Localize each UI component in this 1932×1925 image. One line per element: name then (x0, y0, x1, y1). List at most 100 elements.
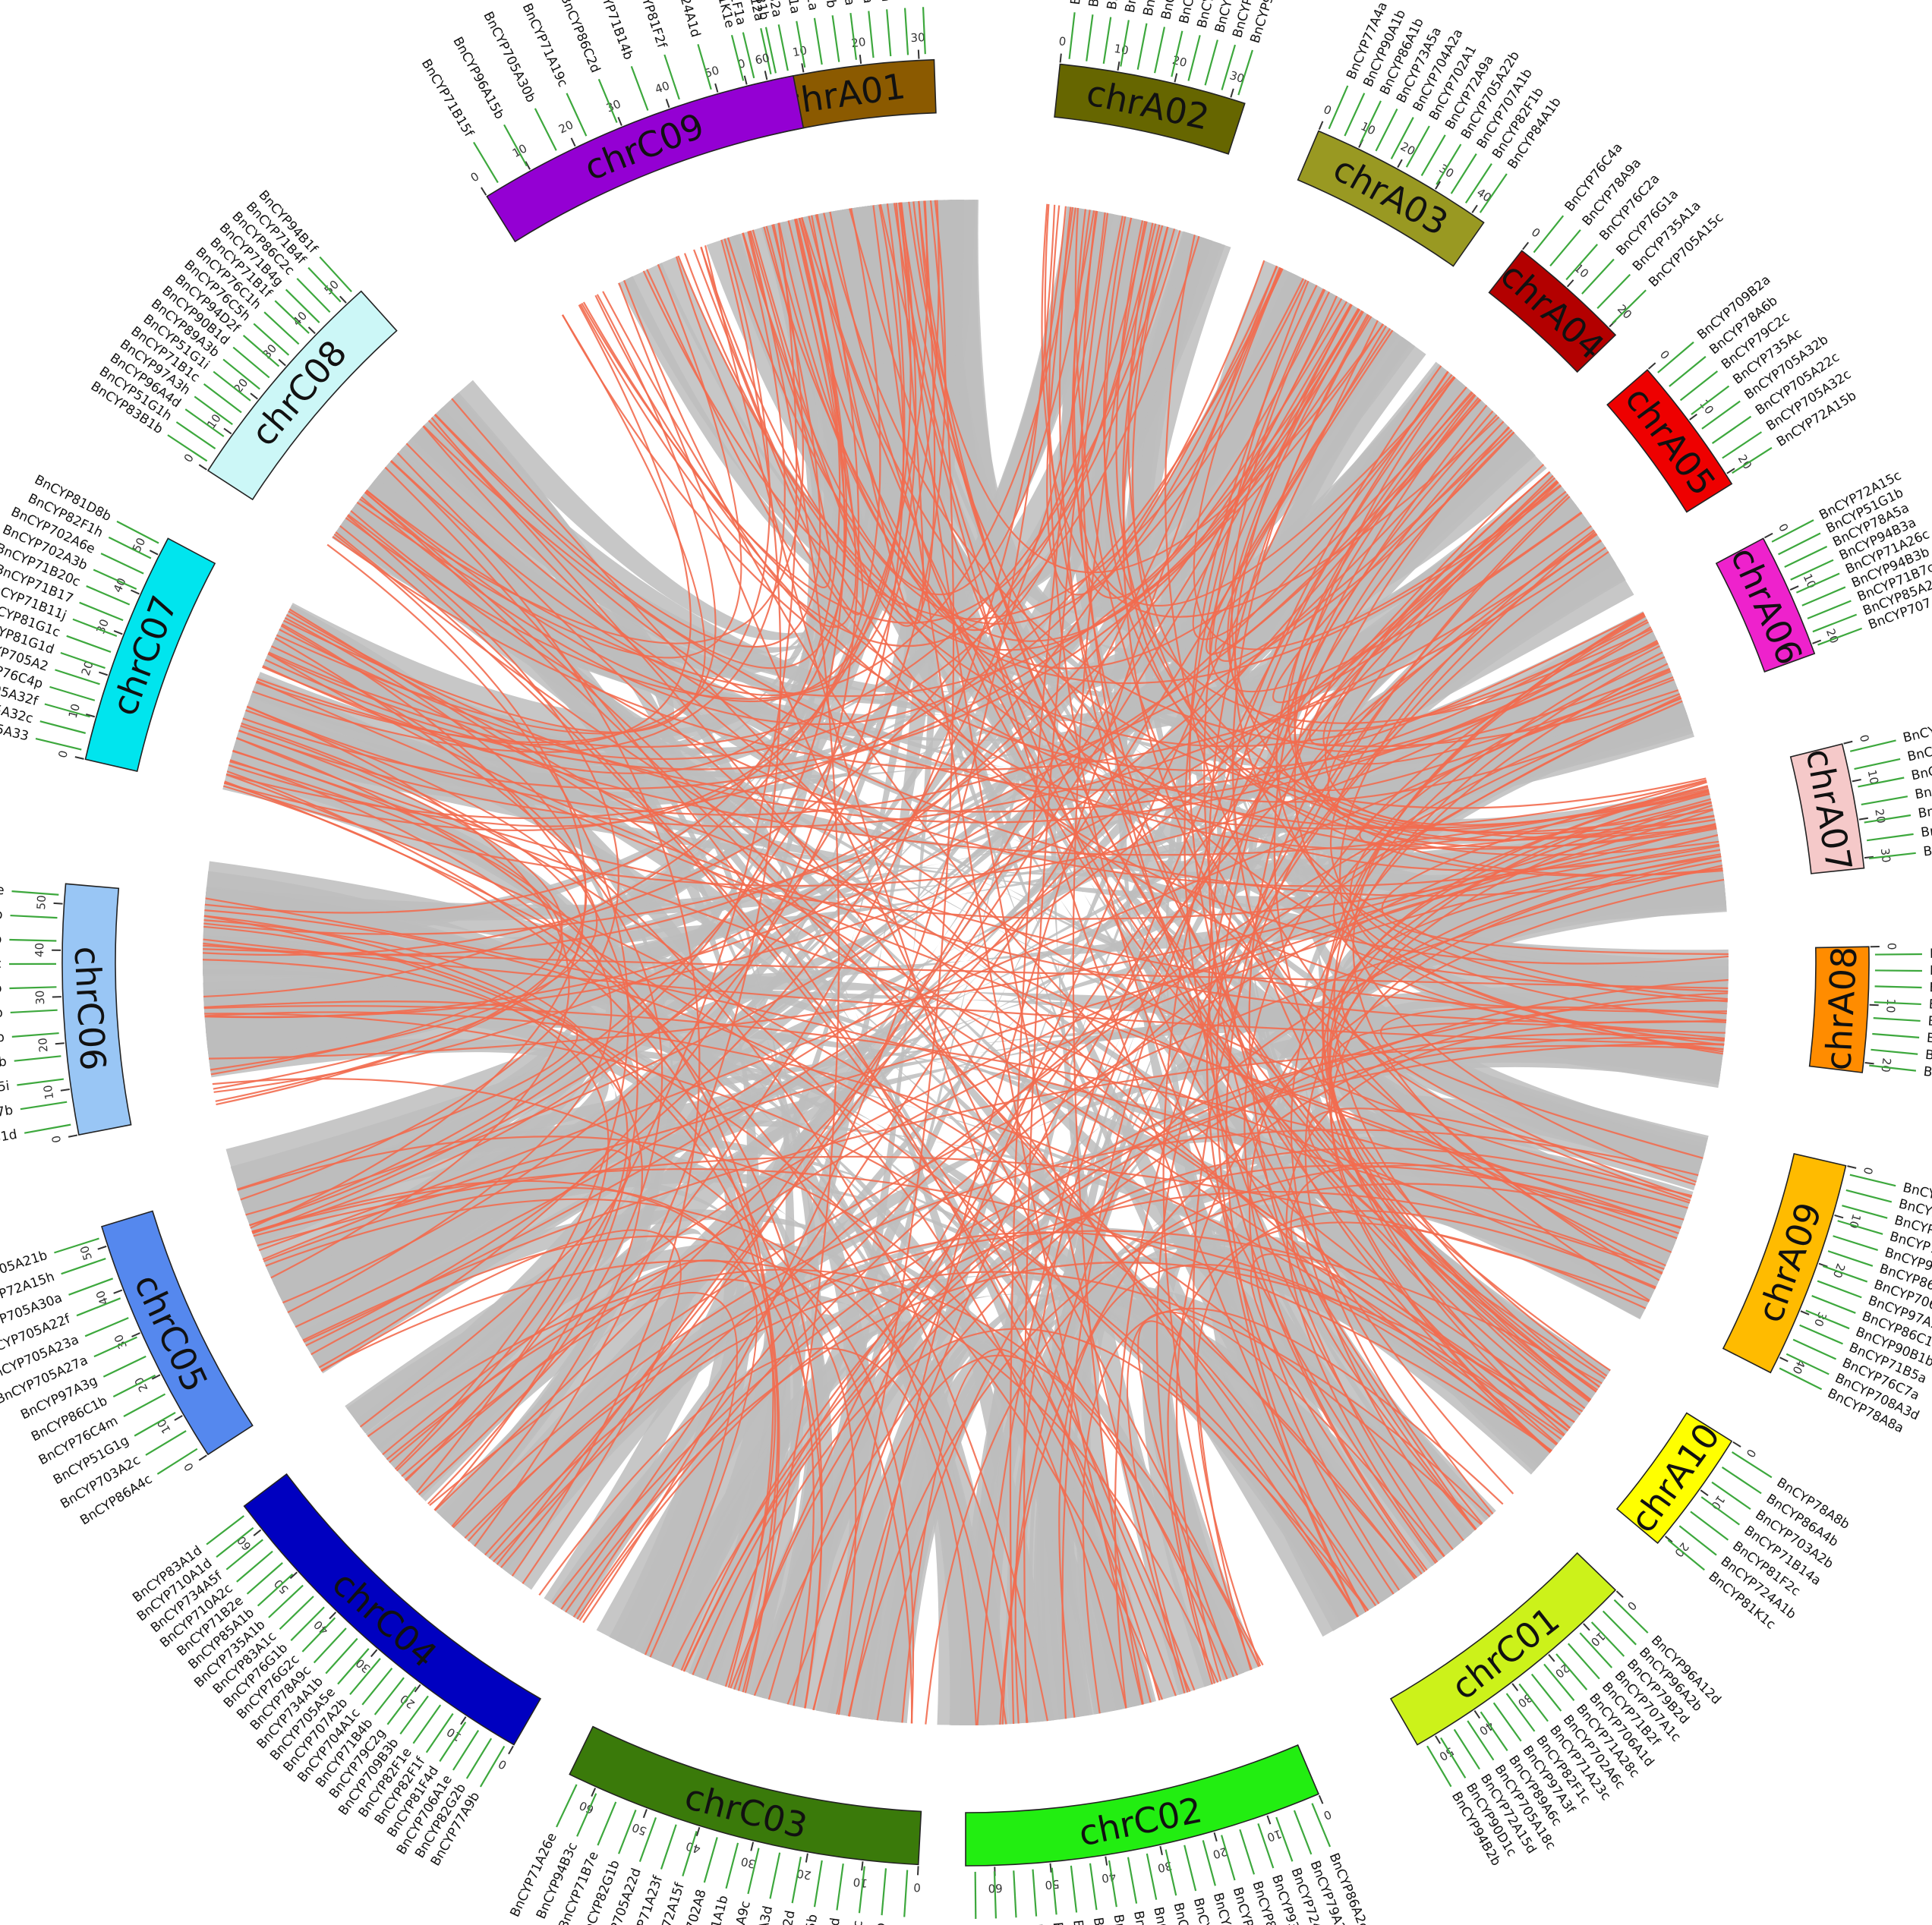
gene-connector (1543, 1663, 1575, 1701)
tick-label: 10 (1113, 42, 1130, 58)
duplicate-link (364, 490, 1417, 1579)
gene-connector (361, 1667, 393, 1706)
duplicate-link (730, 464, 1545, 1689)
gene-label: BnCYP724A1a (1068, 0, 1094, 5)
gene-connector (1827, 1250, 1874, 1267)
tick-mark (97, 1245, 107, 1250)
gene-connector (246, 1562, 283, 1595)
duplicate-link (538, 1347, 978, 1725)
duplicate-link (1122, 225, 1717, 848)
duplicate-link (1215, 394, 1477, 1618)
tick-mark (1318, 121, 1324, 131)
tick-mark (805, 1853, 808, 1863)
duplicate-link (1275, 391, 1728, 1003)
gene-connector (1799, 1324, 1843, 1345)
duplicate-link (778, 222, 1453, 669)
gene-connector (769, 1852, 781, 1899)
duplicate-link (405, 443, 1723, 897)
gene-connector (1864, 814, 1912, 824)
tick-mark (1732, 1441, 1741, 1448)
duplicate-link (811, 215, 1157, 632)
tick-label: 0 (1058, 34, 1067, 49)
tick-mark (591, 1788, 597, 1797)
gene-connector (597, 78, 618, 124)
tick-mark (53, 902, 63, 905)
duplicate-link (1329, 801, 1712, 1393)
duplicate-link (1227, 307, 1653, 732)
gene-connector (1518, 1683, 1549, 1722)
gene-connector (1874, 969, 1922, 972)
duplicate-link (999, 531, 1596, 1725)
gene-connector (1492, 1702, 1522, 1742)
duplicate-link (251, 1167, 1552, 1452)
duplicate-link (258, 669, 1671, 1252)
gene-connector (1467, 1720, 1495, 1761)
chromosome-chrA01: chrA010102030BnCYP81F1aBnCYP96A12aBnCYP7… (715, 0, 937, 139)
duplicate-link (203, 925, 779, 1691)
duplicate-link (396, 452, 1575, 1423)
gene-connector (1453, 1728, 1480, 1770)
gene-connector (1390, 117, 1414, 159)
duplicate-link (594, 295, 1711, 851)
tick-label: 30 (1228, 68, 1247, 86)
gene-connector (84, 1317, 129, 1337)
gene-connector (1678, 1525, 1717, 1556)
gene-connector (1146, 1853, 1158, 1900)
tick-label: 0 (1857, 733, 1872, 744)
gene-connector (1817, 627, 1863, 646)
tick-mark (1812, 639, 1822, 644)
tick-label: 0 (1885, 943, 1899, 950)
chromosome-band (965, 1744, 1320, 1867)
gene-connector (17, 1078, 65, 1086)
tick-mark (85, 714, 96, 718)
duplicate-link (451, 398, 1552, 1452)
duplicate-link (1304, 802, 1713, 1525)
gene-connector (213, 370, 251, 402)
gene-connector (1874, 985, 1922, 989)
gene-connector (61, 1257, 106, 1275)
gene-label: BnCYP708A4c (841, 1920, 866, 1925)
gene-connector (1567, 1643, 1600, 1680)
duplicate-link (1061, 405, 1488, 1719)
chromosome-band (486, 74, 805, 243)
chromosome-chrC09: chrC090102030405060BnCYP71B15fBnCYP96A15… (418, 0, 805, 243)
gene-connector (836, 1863, 844, 1911)
gene-connector (831, 15, 840, 62)
gene-label: BnCYP705A19 (1930, 946, 1932, 962)
chromosome-chrA04: chrA0401020BnCYP76C4aBnCYP78A9aBnCYP76C2… (1488, 140, 1727, 373)
gene-connector (1874, 1001, 1921, 1006)
gene-connector (1311, 1803, 1332, 1848)
collinearity-ribbon (657, 256, 1681, 770)
gene-connector (1108, 1860, 1117, 1908)
tick-label: 30 (93, 617, 112, 635)
gene-connector (1873, 1017, 1921, 1022)
gene-connector (1257, 1823, 1275, 1869)
duplicate-link (1294, 393, 1719, 856)
duplicate-link (295, 477, 1555, 1328)
gene-connector (76, 1297, 121, 1317)
gene-connector (439, 1722, 467, 1763)
chromosome-band (206, 290, 398, 501)
gene-connector (465, 1738, 493, 1779)
duplicate-link (484, 1271, 1491, 1556)
tick-mark (151, 1374, 161, 1380)
gene-connector (123, 1393, 166, 1417)
gene-connector (134, 1411, 176, 1437)
chromosome-chrC07: chrC0701020304050BnCYP705A33BnCYP705A32c… (0, 472, 216, 773)
gene-connector (1420, 134, 1446, 177)
duplicate-link (1273, 376, 1591, 1401)
gene-connector (1165, 1849, 1177, 1896)
gene-connector (1701, 400, 1741, 430)
gene-connector (102, 1355, 147, 1378)
chromosome-band (243, 1473, 542, 1746)
gene-connector (20, 1101, 68, 1111)
tick-label: 20 (1212, 1845, 1229, 1862)
gene-connector (373, 1677, 405, 1715)
tick-mark (253, 1529, 262, 1536)
tick-label: 60 (754, 51, 771, 68)
tick-mark (1789, 585, 1799, 591)
gene-connector (222, 358, 260, 390)
tick-mark (481, 187, 487, 196)
collinearity-ribbon (369, 1228, 709, 1574)
gene-connector (1732, 446, 1773, 474)
